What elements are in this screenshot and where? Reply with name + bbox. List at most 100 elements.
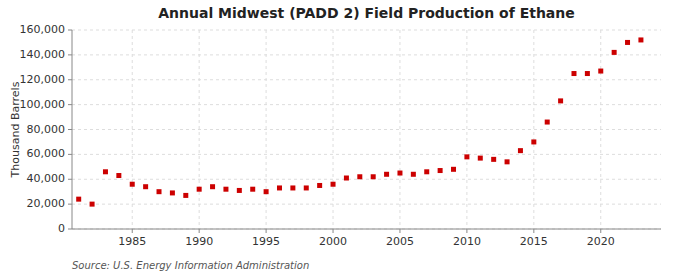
tick-label: 2005 bbox=[386, 235, 414, 248]
grid-line bbox=[533, 30, 534, 229]
tick-mark bbox=[68, 229, 72, 230]
point bbox=[223, 187, 228, 192]
tick-label: 2020 bbox=[587, 235, 615, 248]
point bbox=[210, 184, 215, 189]
point bbox=[250, 187, 255, 192]
point bbox=[116, 173, 121, 178]
point bbox=[491, 157, 496, 162]
point bbox=[545, 120, 550, 125]
tick-mark bbox=[600, 229, 601, 233]
tick-mark bbox=[68, 129, 72, 130]
tick-label: 80,000 bbox=[27, 123, 66, 136]
point bbox=[170, 190, 175, 195]
point bbox=[451, 167, 456, 172]
tick-label: 100,000 bbox=[20, 98, 66, 111]
point bbox=[237, 188, 242, 193]
tick-mark bbox=[68, 54, 72, 55]
point bbox=[344, 176, 349, 181]
tick-label: 160,000 bbox=[20, 23, 66, 36]
point bbox=[612, 50, 617, 55]
tick-label: 60,000 bbox=[27, 147, 66, 160]
y-axis-label: Thousand Barrels bbox=[9, 81, 22, 178]
point bbox=[478, 156, 483, 161]
tick-label: 40,000 bbox=[27, 172, 66, 185]
grid-line bbox=[466, 30, 467, 229]
point bbox=[157, 189, 162, 194]
tick-mark bbox=[399, 229, 400, 233]
point bbox=[531, 139, 536, 144]
point bbox=[304, 185, 309, 190]
point bbox=[90, 202, 95, 207]
grid-line bbox=[132, 30, 133, 229]
tick-label: 1990 bbox=[185, 235, 213, 248]
points bbox=[76, 37, 643, 206]
point bbox=[438, 168, 443, 173]
tick-label: 2015 bbox=[520, 235, 548, 248]
tick-label: 20,000 bbox=[27, 197, 66, 210]
point bbox=[424, 169, 429, 174]
tick-mark bbox=[266, 229, 267, 233]
grid-line bbox=[199, 30, 200, 229]
point bbox=[598, 69, 603, 74]
grid-line bbox=[72, 129, 661, 130]
grid bbox=[72, 30, 661, 229]
tick-mark bbox=[68, 204, 72, 205]
y-axis-line bbox=[72, 30, 73, 229]
point bbox=[277, 185, 282, 190]
point bbox=[571, 71, 576, 76]
point bbox=[331, 182, 336, 187]
grid-line bbox=[72, 30, 661, 31]
grid-line bbox=[72, 229, 661, 230]
tick-mark bbox=[199, 229, 200, 233]
tick-mark bbox=[466, 229, 467, 233]
chart: 0 20,000 40,000 60,000 80,000 100,000 120,000 1… bbox=[0, 0, 675, 275]
point bbox=[505, 159, 510, 164]
point bbox=[411, 172, 416, 177]
tick-mark bbox=[533, 229, 534, 233]
point bbox=[625, 40, 630, 45]
tick-mark bbox=[68, 179, 72, 180]
tick-mark bbox=[68, 79, 72, 80]
tick-label: 120,000 bbox=[20, 73, 66, 86]
tick-mark bbox=[68, 104, 72, 105]
point bbox=[518, 148, 523, 153]
grid-line bbox=[72, 179, 661, 180]
title: Annual Midwest (PADD 2) Field Production… bbox=[158, 5, 575, 21]
tick-label: 2010 bbox=[453, 235, 481, 248]
grid-line bbox=[72, 154, 661, 155]
grid-line bbox=[266, 30, 267, 229]
point bbox=[103, 169, 108, 174]
tick-mark bbox=[68, 30, 72, 31]
tick-mark bbox=[68, 154, 72, 155]
annotation: Source: U.S. Energy Information Administ… bbox=[72, 260, 309, 271]
grid-line bbox=[399, 30, 400, 229]
grid-line bbox=[333, 30, 334, 229]
grid-line bbox=[600, 30, 601, 229]
tick-mark bbox=[333, 229, 334, 233]
point bbox=[264, 189, 269, 194]
point bbox=[585, 71, 590, 76]
axes: 0 20,000 40,000 60,000 80,000 100,000 120,000 1… bbox=[20, 23, 662, 248]
point bbox=[143, 184, 148, 189]
tick-label: 1995 bbox=[252, 235, 280, 248]
tick-mark bbox=[132, 229, 133, 233]
grid-line bbox=[72, 204, 661, 205]
point bbox=[638, 37, 643, 42]
tick-label: 2000 bbox=[319, 235, 347, 248]
point bbox=[197, 187, 202, 192]
tick-label: 140,000 bbox=[20, 48, 66, 61]
point bbox=[183, 193, 188, 198]
point bbox=[384, 172, 389, 177]
grid-line bbox=[72, 54, 661, 55]
point bbox=[76, 197, 81, 202]
point bbox=[317, 183, 322, 188]
tick-label: 0 bbox=[58, 222, 65, 235]
point bbox=[357, 174, 362, 179]
grid-line bbox=[72, 104, 661, 105]
grid-line bbox=[72, 79, 661, 80]
point bbox=[371, 174, 376, 179]
point bbox=[130, 182, 135, 187]
point bbox=[290, 185, 295, 190]
point bbox=[558, 98, 563, 103]
point bbox=[397, 171, 402, 176]
